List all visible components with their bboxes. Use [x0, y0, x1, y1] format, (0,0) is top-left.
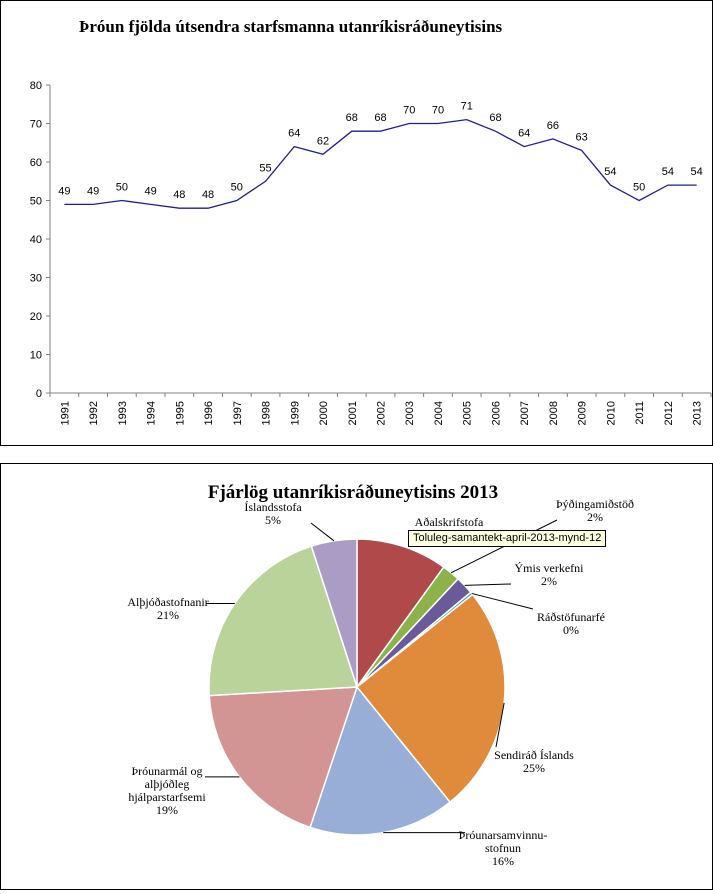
y-tick-label: 20 [30, 311, 42, 323]
slice-label: Ráðstöfunarfé [537, 610, 605, 624]
x-tick-label: 1999 [289, 401, 301, 425]
slice-label: Íslandsstofa [244, 500, 302, 514]
data-label: 50 [633, 182, 645, 194]
data-label: 54 [662, 166, 674, 178]
x-tick-label: 1996 [203, 401, 215, 425]
data-label: 62 [317, 135, 329, 147]
data-label: 64 [288, 128, 300, 140]
pie-chart: Fjárlög utanríkisráðuneytisins 2013 Aðal… [127, 482, 634, 868]
x-tick-label: 2011 [634, 401, 646, 425]
x-tick-label: 2003 [404, 401, 416, 425]
slice-label: Þýðingamiðstöð [556, 497, 634, 511]
pie-chart-panel: Fjárlög utanríkisráðuneytisins 2013 Aðal… [0, 463, 713, 890]
slice-label: Þróunarsamvinnu- [459, 828, 548, 842]
y-tick-label: 40 [30, 234, 42, 246]
x-tick-label: 1991 [59, 401, 71, 425]
slice-label: Alþjóðastofnanir [127, 595, 208, 609]
slice-label: hjálparstarfsemi [128, 790, 206, 804]
data-label: 54 [604, 166, 616, 178]
data-label: 70 [432, 105, 444, 117]
x-tick-label: 2007 [519, 401, 531, 425]
x-tick-label: 2006 [490, 401, 502, 425]
data-label: 71 [461, 101, 473, 113]
x-tick-label: 2005 [462, 401, 474, 425]
leader-line [464, 583, 512, 586]
data-label: 50 [231, 182, 243, 194]
series-line [64, 118, 697, 209]
slice-percent: 19% [156, 803, 178, 817]
data-label: 68 [374, 112, 386, 124]
leader-line [471, 592, 534, 610]
y-tick-label: 60 [30, 157, 42, 169]
slice-percent: 5% [265, 513, 281, 527]
x-tick-label: 2008 [548, 401, 560, 425]
data-label: 49 [87, 185, 99, 197]
slice-label: Þróunarmál og [132, 764, 203, 778]
slice-percent: 2% [541, 574, 557, 588]
x-tick-label: 2009 [577, 401, 589, 425]
x-tick-label: 2013 [692, 401, 704, 425]
x-tick-label: 1998 [261, 401, 273, 425]
x-tick-label: 1992 [88, 401, 100, 425]
slice-label: Ýmis verkefni [515, 561, 585, 575]
y-tick-label: 50 [30, 196, 42, 208]
data-label: 49 [144, 185, 156, 197]
data-label: 50 [116, 182, 128, 194]
leader-line [310, 522, 335, 542]
slice-percent: 25% [523, 761, 545, 775]
line-chart: Þróun fjölda útsendra starfsmanna utanrí… [30, 17, 712, 425]
slice-label: stofnun [485, 841, 521, 855]
line-chart-title: Þróun fjölda útsendra starfsmanna utanrí… [79, 17, 503, 36]
data-label: 48 [173, 189, 185, 201]
data-label: 66 [547, 120, 559, 132]
data-label: 48 [202, 189, 214, 201]
x-tick-label: 1995 [174, 401, 186, 425]
image-tooltip: Toluleg-samantekt-april-2013-mynd-12 [408, 530, 607, 547]
data-label: 54 [691, 166, 703, 178]
y-tick-label: 0 [36, 388, 42, 400]
leader-line [495, 702, 505, 748]
x-tick-label: 2001 [347, 401, 359, 425]
data-label: 68 [489, 112, 501, 124]
slice-percent: 2% [587, 510, 603, 524]
slice-label: alþjóðleg [145, 777, 190, 791]
y-tick-label: 30 [30, 273, 42, 285]
data-label: 68 [346, 112, 358, 124]
slice-percent: 0% [563, 623, 579, 637]
x-tick-label: 1993 [117, 401, 129, 425]
slice-percent: 21% [157, 608, 179, 622]
y-tick-label: 80 [30, 80, 42, 92]
data-label: 49 [58, 185, 70, 197]
slice-percent: 16% [492, 854, 514, 868]
x-tick-label: 2010 [605, 401, 617, 425]
x-tick-label: 1994 [146, 401, 158, 425]
pie-slice [310, 538, 358, 688]
x-tick-label: 2000 [318, 401, 330, 425]
x-tick-label: 2002 [376, 401, 388, 425]
line-chart-panel: Þróun fjölda útsendra starfsmanna utanrí… [0, 0, 713, 446]
slice-label: Aðalskrifstofa [415, 515, 484, 529]
pie-slice [356, 538, 445, 690]
data-label: 64 [518, 128, 530, 140]
x-tick-label: 2004 [433, 401, 445, 425]
y-tick-label: 10 [30, 350, 42, 362]
y-tick-label: 70 [30, 119, 42, 131]
x-tick-label: 2012 [663, 401, 675, 425]
pie-chart-title: Fjárlög utanríkisráðuneytisins 2013 [208, 482, 498, 503]
x-tick-label: 1997 [232, 401, 244, 425]
slice-label: Sendiráð Íslands [494, 748, 574, 762]
data-label: 63 [576, 131, 588, 143]
data-label: 55 [259, 162, 271, 174]
data-label: 70 [403, 105, 415, 117]
